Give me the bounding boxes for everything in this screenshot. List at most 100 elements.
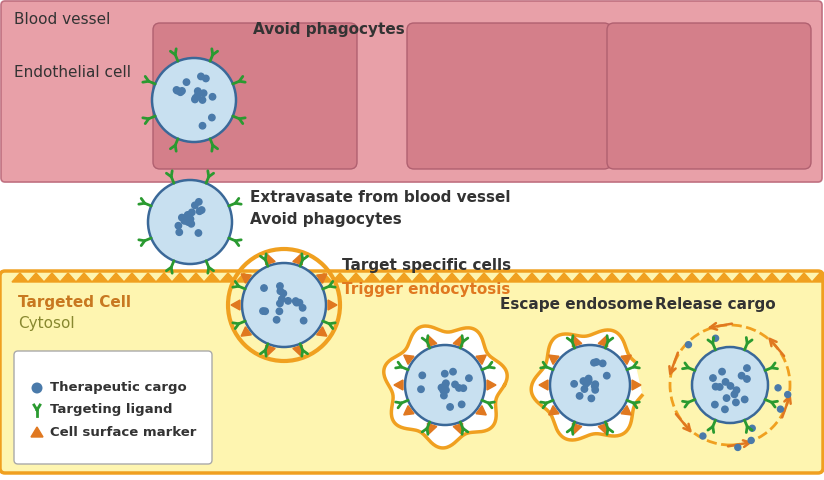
Circle shape bbox=[293, 298, 299, 304]
Circle shape bbox=[686, 342, 691, 348]
Circle shape bbox=[176, 229, 182, 235]
Circle shape bbox=[177, 89, 184, 96]
Circle shape bbox=[181, 217, 188, 224]
Circle shape bbox=[712, 401, 718, 408]
Polygon shape bbox=[539, 380, 548, 390]
Circle shape bbox=[442, 387, 449, 393]
Polygon shape bbox=[748, 273, 764, 282]
Text: Avoid phagocytes: Avoid phagocytes bbox=[253, 22, 405, 37]
Circle shape bbox=[185, 212, 191, 218]
Text: Blood vessel: Blood vessel bbox=[14, 12, 110, 27]
Circle shape bbox=[713, 384, 719, 390]
Polygon shape bbox=[332, 273, 348, 282]
Polygon shape bbox=[598, 423, 608, 433]
Polygon shape bbox=[265, 254, 275, 264]
Polygon shape bbox=[284, 273, 300, 282]
Circle shape bbox=[550, 345, 630, 425]
FancyBboxPatch shape bbox=[607, 23, 811, 169]
Circle shape bbox=[604, 372, 610, 379]
Text: Targeted Cell: Targeted Cell bbox=[18, 295, 131, 310]
Circle shape bbox=[738, 372, 745, 379]
Circle shape bbox=[200, 90, 207, 96]
Polygon shape bbox=[76, 273, 92, 282]
Circle shape bbox=[723, 395, 730, 401]
Circle shape bbox=[460, 385, 466, 391]
Circle shape bbox=[722, 406, 728, 412]
Circle shape bbox=[418, 386, 424, 393]
Circle shape bbox=[442, 382, 448, 388]
Circle shape bbox=[405, 345, 485, 425]
Circle shape bbox=[199, 207, 205, 213]
Circle shape bbox=[280, 290, 287, 297]
Text: Trigger endocytosis: Trigger endocytosis bbox=[342, 282, 510, 297]
Polygon shape bbox=[316, 273, 332, 282]
Circle shape bbox=[185, 217, 191, 224]
Circle shape bbox=[242, 263, 326, 347]
Polygon shape bbox=[328, 300, 337, 310]
Text: Extravasate from blood vessel: Extravasate from blood vessel bbox=[250, 190, 511, 205]
Polygon shape bbox=[572, 273, 588, 282]
Circle shape bbox=[775, 385, 781, 391]
Circle shape bbox=[592, 387, 598, 393]
Polygon shape bbox=[620, 273, 636, 282]
Circle shape bbox=[777, 406, 784, 412]
Circle shape bbox=[571, 381, 578, 387]
Circle shape bbox=[187, 216, 194, 222]
Polygon shape bbox=[508, 273, 524, 282]
Polygon shape bbox=[156, 273, 172, 282]
Circle shape bbox=[592, 381, 598, 387]
Text: Endothelial cell: Endothelial cell bbox=[14, 65, 131, 80]
Polygon shape bbox=[92, 273, 108, 282]
Circle shape bbox=[719, 369, 725, 375]
Polygon shape bbox=[316, 274, 327, 283]
FancyBboxPatch shape bbox=[1, 1, 822, 182]
Circle shape bbox=[441, 392, 447, 399]
Polygon shape bbox=[428, 273, 444, 282]
Circle shape bbox=[185, 219, 191, 225]
Circle shape bbox=[194, 93, 201, 99]
Circle shape bbox=[466, 375, 472, 382]
Circle shape bbox=[299, 305, 306, 311]
Circle shape bbox=[728, 383, 733, 389]
Circle shape bbox=[262, 308, 269, 314]
Polygon shape bbox=[604, 273, 620, 282]
Polygon shape bbox=[60, 273, 76, 282]
Polygon shape bbox=[453, 423, 463, 433]
Polygon shape bbox=[241, 274, 251, 283]
Circle shape bbox=[438, 384, 445, 391]
Circle shape bbox=[192, 202, 198, 208]
Circle shape bbox=[195, 199, 202, 205]
Circle shape bbox=[600, 360, 606, 367]
Circle shape bbox=[260, 308, 266, 314]
Circle shape bbox=[148, 180, 232, 264]
Circle shape bbox=[585, 379, 592, 385]
Circle shape bbox=[277, 288, 283, 294]
Circle shape bbox=[192, 96, 198, 103]
Circle shape bbox=[195, 230, 202, 236]
Polygon shape bbox=[572, 423, 582, 433]
Circle shape bbox=[452, 381, 458, 388]
Polygon shape bbox=[404, 355, 414, 364]
Polygon shape bbox=[396, 273, 412, 282]
Polygon shape bbox=[549, 355, 559, 364]
Circle shape bbox=[192, 95, 199, 101]
Circle shape bbox=[152, 58, 236, 142]
Circle shape bbox=[183, 79, 190, 85]
Polygon shape bbox=[453, 336, 463, 347]
Polygon shape bbox=[588, 273, 604, 282]
Polygon shape bbox=[241, 327, 251, 336]
Circle shape bbox=[189, 209, 195, 216]
Circle shape bbox=[447, 404, 453, 410]
Circle shape bbox=[735, 444, 741, 450]
Polygon shape bbox=[12, 273, 28, 282]
Polygon shape bbox=[140, 273, 156, 282]
Circle shape bbox=[208, 114, 215, 121]
Circle shape bbox=[581, 386, 588, 392]
Polygon shape bbox=[293, 345, 302, 355]
Polygon shape bbox=[348, 273, 364, 282]
Polygon shape bbox=[652, 273, 668, 282]
Polygon shape bbox=[780, 273, 796, 282]
Circle shape bbox=[585, 375, 592, 382]
Circle shape bbox=[188, 221, 194, 227]
FancyBboxPatch shape bbox=[14, 351, 212, 464]
